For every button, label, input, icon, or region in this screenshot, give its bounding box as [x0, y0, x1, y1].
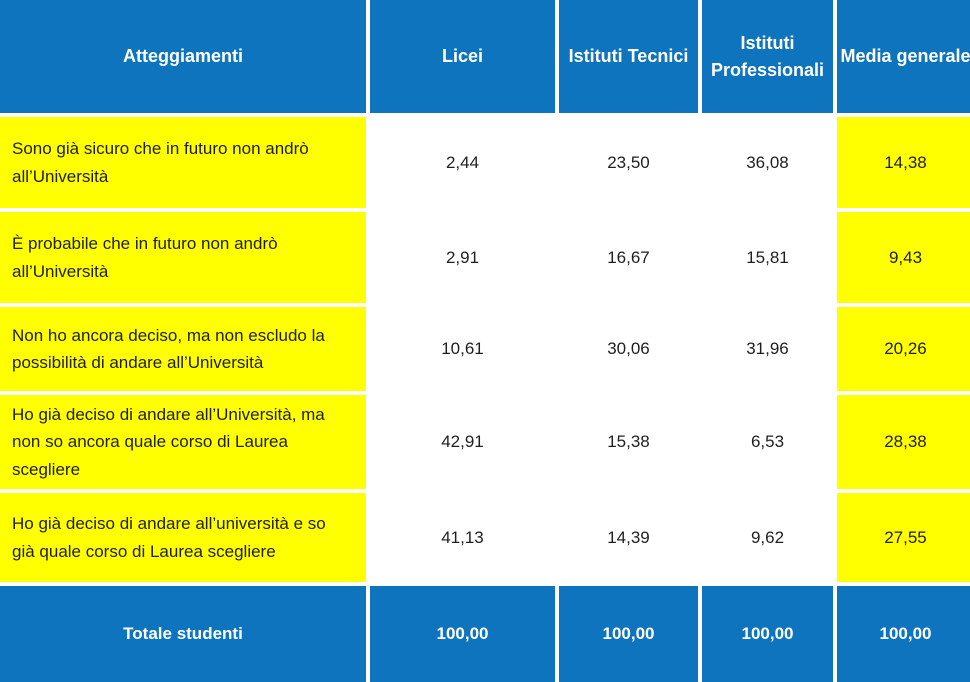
header-istituti-professionali: Istituti Professionali: [702, 0, 833, 113]
cell-media: 27,55: [837, 493, 970, 582]
cell-professionali: 31,96: [702, 307, 833, 391]
table-row: Ho già deciso di andare all’università e…: [0, 493, 970, 582]
cell-licei: 2,91: [370, 212, 555, 303]
footer-row: Totale studenti 100,00 100,00 100,00 100…: [0, 586, 970, 682]
row-label: Ho già deciso di andare all’università e…: [0, 493, 366, 582]
footer-label: Totale studenti: [0, 586, 366, 682]
row-label: Ho già deciso di andare all’Università, …: [0, 395, 366, 489]
cell-licei: 10,61: [370, 307, 555, 391]
cell-professionali: 36,08: [702, 117, 833, 208]
table-row: Non ho ancora deciso, ma non escludo la …: [0, 307, 970, 391]
footer-professionali: 100,00: [702, 586, 833, 682]
row-label: Non ho ancora deciso, ma non escludo la …: [0, 307, 366, 391]
cell-professionali: 15,81: [702, 212, 833, 303]
header-istituti-tecnici: Istituti Tecnici: [559, 0, 698, 113]
table-row: Ho già deciso di andare all’Università, …: [0, 395, 970, 489]
cell-media: 28,38: [837, 395, 970, 489]
header-media-generale: Media generale: [837, 0, 970, 113]
cell-tecnici: 15,38: [559, 395, 698, 489]
cell-media: 14,38: [837, 117, 970, 208]
header-licei: Licei: [370, 0, 555, 113]
cell-media: 20,26: [837, 307, 970, 391]
cell-professionali: 6,53: [702, 395, 833, 489]
cell-tecnici: 23,50: [559, 117, 698, 208]
header-row: Atteggiamenti Licei Istituti Tecnici Ist…: [0, 0, 970, 113]
footer-tecnici: 100,00: [559, 586, 698, 682]
table-row: Sono già sicuro che in futuro non andrò …: [0, 117, 970, 208]
cell-licei: 42,91: [370, 395, 555, 489]
row-label: Sono già sicuro che in futuro non andrò …: [0, 117, 366, 208]
footer-media: 100,00: [837, 586, 970, 682]
table-row: È probabile che in futuro non andrò all’…: [0, 212, 970, 303]
cell-licei: 41,13: [370, 493, 555, 582]
row-label: È probabile che in futuro non andrò all’…: [0, 212, 366, 303]
footer-licei: 100,00: [370, 586, 555, 682]
cell-media: 9,43: [837, 212, 970, 303]
cell-tecnici: 14,39: [559, 493, 698, 582]
cell-tecnici: 30,06: [559, 307, 698, 391]
cell-professionali: 9,62: [702, 493, 833, 582]
cell-licei: 2,44: [370, 117, 555, 208]
header-atteggiamenti: Atteggiamenti: [0, 0, 366, 113]
cell-tecnici: 16,67: [559, 212, 698, 303]
